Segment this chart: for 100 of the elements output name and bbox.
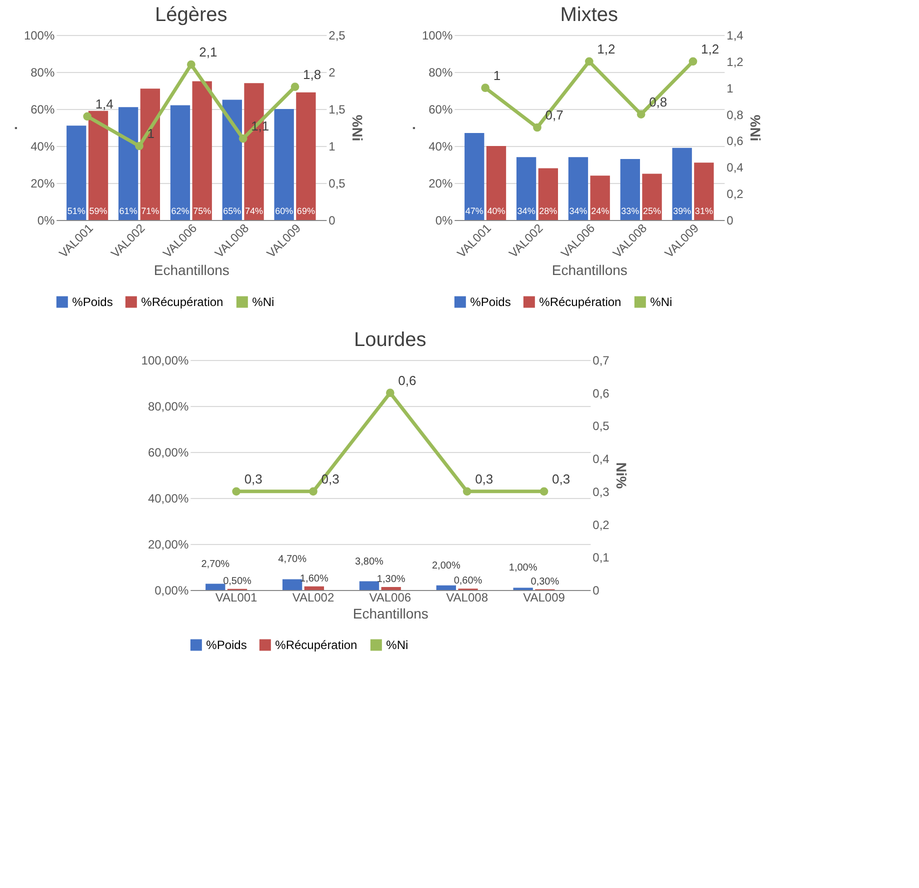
y2-tick-label: 0 <box>726 214 734 228</box>
data-label: 0,60% <box>454 576 482 587</box>
y2-tick-label: 1,2 <box>726 54 744 69</box>
data-label: 60% <box>275 206 294 216</box>
y2-axis-title: %Ni <box>349 114 366 142</box>
bar <box>694 162 714 220</box>
point <box>135 142 144 150</box>
point <box>533 123 542 132</box>
legend-label: %Poids <box>72 295 113 309</box>
x-tick-label: VAL009 <box>523 590 566 604</box>
data-label: 24% <box>591 206 610 216</box>
bar <box>436 585 456 590</box>
point <box>636 110 646 118</box>
y-tick-label: 100,00% <box>141 354 189 368</box>
data-label: 40% <box>487 206 506 216</box>
data-label: 4,70% <box>278 554 307 566</box>
y-tick-label: 80% <box>428 66 453 80</box>
y-tick-label: 20% <box>428 176 453 190</box>
y2-tick-label: 0,6 <box>726 134 744 148</box>
data-label: 62% <box>171 206 190 216</box>
legend-label: %Récupération <box>539 295 622 309</box>
bar <box>88 110 108 220</box>
bar <box>304 586 324 590</box>
bar <box>486 146 506 220</box>
data-label: 1,60% <box>300 573 328 584</box>
bar <box>282 579 302 590</box>
data-label: 69% <box>296 206 315 216</box>
y2-tick-label: 0,7 <box>592 354 610 368</box>
bar <box>642 174 662 220</box>
bar <box>66 126 86 220</box>
data-label: 28% <box>539 206 558 216</box>
y-tick-label: 60,00% <box>148 446 189 460</box>
bar <box>140 88 160 220</box>
bar <box>170 105 190 220</box>
legend-label: %Ni <box>386 638 408 652</box>
data-label: 47% <box>465 206 484 216</box>
data-label: 33% <box>621 206 640 216</box>
bar <box>620 158 640 220</box>
data-label: 34% <box>517 206 536 216</box>
y2-tick-label: 0,8 <box>726 108 744 122</box>
data-label: 0,30% <box>530 576 560 588</box>
data-label: 0,6 <box>398 372 416 388</box>
y-tick-label: 40,00% <box>148 492 189 506</box>
legend-label: %Poids <box>470 295 511 309</box>
data-label: 1,4 <box>95 96 114 112</box>
y2-tick-label: 1,4 <box>726 28 744 42</box>
y-tick-label: 0% <box>37 214 55 228</box>
y2-tick-label: 0,5 <box>328 176 346 190</box>
legend-label: %Récupération <box>275 638 358 652</box>
bar <box>274 109 294 220</box>
y-tick-label: 0,00% <box>154 584 189 598</box>
bar <box>118 107 138 220</box>
y-tick-label: 100% <box>422 28 453 42</box>
legend-label: %Poids <box>206 638 247 652</box>
y2-tick-label: 0 <box>328 214 336 228</box>
data-label: 1 <box>493 68 501 83</box>
y-tick-label: 40% <box>428 140 453 154</box>
y-tick-label: 60% <box>428 102 453 116</box>
y2-tick-label: 1 <box>726 81 734 96</box>
y2-tick-label: 0 <box>592 584 600 598</box>
data-label: 1,8 <box>303 66 322 82</box>
data-label: 75% <box>193 206 212 216</box>
y2-tick-label: 0,5 <box>592 419 610 434</box>
bar <box>538 168 558 220</box>
y2-axis-title: Ni% <box>613 462 630 490</box>
data-label: 2,70% <box>201 558 230 570</box>
data-label: 2,00% <box>432 560 460 572</box>
y-tick-label: 60% <box>30 102 55 116</box>
data-label: 0,3 <box>475 471 494 486</box>
x-axis-title: Echantillons <box>552 262 628 278</box>
bar <box>590 176 610 220</box>
legend-label: %Ni <box>252 295 274 309</box>
y2-tick-label: 0,2 <box>592 518 610 532</box>
point <box>584 57 594 66</box>
data-label: 0,50% <box>223 576 252 587</box>
data-label: 59% <box>89 206 108 216</box>
y2-tick-label: 2,5 <box>328 28 346 42</box>
y-axis-title: . <box>402 126 418 130</box>
data-label: 1,30% <box>376 574 406 586</box>
y-axis-title: . <box>4 126 20 130</box>
data-label: 65% <box>223 206 242 216</box>
bar <box>464 133 484 220</box>
y2-tick-label: 0,4 <box>592 452 610 466</box>
bar <box>672 148 692 220</box>
data-label: 25% <box>643 206 662 216</box>
bar <box>381 587 401 590</box>
data-label: 2,1 <box>199 44 218 60</box>
y-tick-label: 0% <box>435 214 453 228</box>
point <box>688 57 698 66</box>
data-label: 1,1 <box>251 118 270 134</box>
y-tick-label: 20% <box>30 176 55 190</box>
data-label: 0,3 <box>244 471 262 486</box>
data-label: 31% <box>694 206 713 216</box>
point <box>238 134 248 143</box>
data-label: 39% <box>673 206 692 216</box>
y-tick-label: 40% <box>30 140 55 154</box>
data-label: 51% <box>67 206 86 216</box>
y2-tick-label: 1,5 <box>328 102 346 116</box>
x-tick-label: VAL002 <box>292 590 334 604</box>
x-axis-title: Echantillons <box>352 606 428 622</box>
